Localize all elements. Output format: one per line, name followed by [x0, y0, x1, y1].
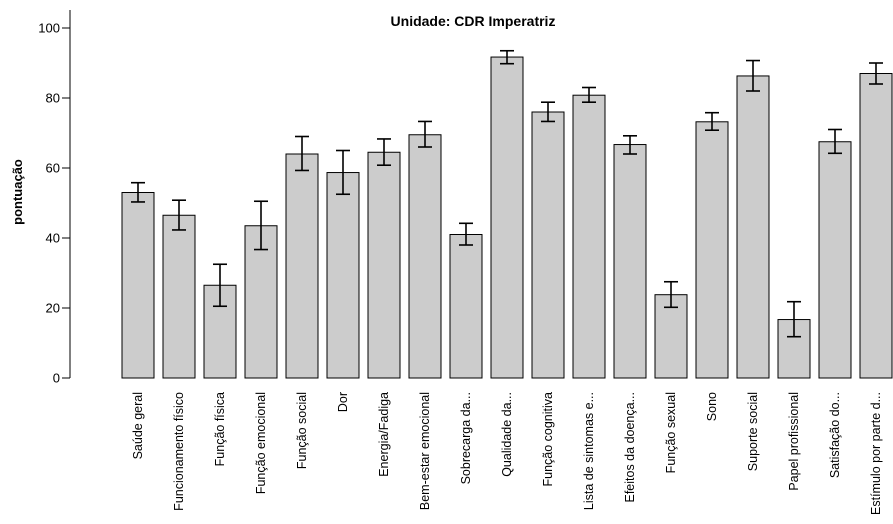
bar	[531, 111, 565, 379]
category-label: Estímulo por parte d...	[869, 392, 883, 515]
chart-title: Unidade: CDR Imperatriz	[391, 13, 556, 29]
bar	[449, 234, 483, 379]
category-label: Função cognitiva	[541, 392, 555, 487]
bar	[162, 214, 196, 379]
category-label: Lista de sintomas e...	[582, 392, 596, 510]
category-label: Energia/Fadiga	[377, 392, 391, 477]
category-label: Dor	[336, 392, 350, 412]
bar	[572, 94, 606, 379]
bar	[121, 192, 155, 379]
category-label: Função social	[295, 392, 309, 469]
y-axis-label: pontuação	[10, 159, 25, 225]
bar	[818, 141, 852, 379]
bar	[285, 153, 319, 379]
category-label: Suporte social	[746, 392, 760, 471]
category-label: Sono	[705, 392, 719, 421]
bars	[121, 56, 893, 379]
category-label: Função emocional	[254, 392, 268, 494]
bar	[736, 75, 770, 379]
bar	[408, 134, 442, 379]
category-label: Qualidade da...	[500, 392, 514, 477]
bar	[695, 121, 729, 379]
y-axis: 0 20 40 60 80 100	[38, 10, 71, 386]
bar	[859, 73, 893, 379]
category-label: Sobrecarga da...	[459, 392, 473, 484]
error-bars	[131, 49, 883, 338]
y-tick-label: 40	[46, 231, 60, 246]
bar	[244, 225, 278, 379]
y-tick-label: 0	[53, 371, 60, 386]
category-label: Função física	[213, 392, 227, 466]
x-axis-labels: Saúde geral Funcionamento físico Função fí…	[131, 392, 883, 515]
category-label: Satisfação do...	[828, 392, 842, 478]
bar	[654, 294, 688, 379]
category-label: Funcionamento físico	[172, 392, 186, 511]
category-label: Bem-estar emocional	[418, 392, 432, 510]
category-label: Papel profissional	[787, 392, 801, 491]
bar	[490, 56, 524, 379]
category-label: Função sexual	[664, 392, 678, 473]
bar	[613, 144, 647, 379]
category-label: Saúde geral	[131, 392, 145, 459]
y-tick-label: 100	[38, 21, 60, 36]
y-tick-label: 20	[46, 301, 60, 316]
y-tick-label: 60	[46, 161, 60, 176]
y-tick-label: 80	[46, 91, 60, 106]
bar	[326, 172, 360, 379]
bar	[367, 151, 401, 379]
category-label: Efeitos da doença...	[623, 392, 637, 503]
